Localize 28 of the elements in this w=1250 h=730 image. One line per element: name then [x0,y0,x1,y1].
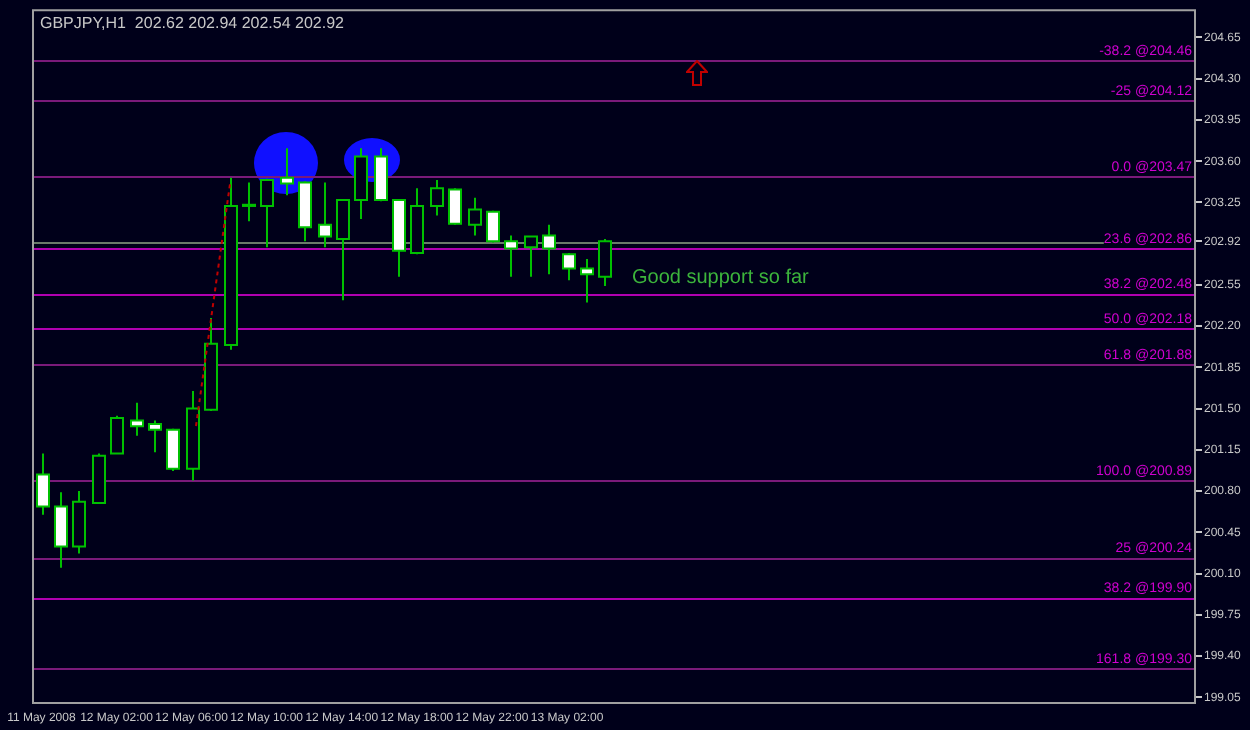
candlestick [92,452,106,506]
annotation: Good support so far [632,266,811,289]
candlestick [562,252,576,282]
candlestick [242,181,256,223]
candlestick [260,177,274,249]
candlestick [54,491,68,569]
candlestick [598,237,612,288]
chart-title: GBPJPY,H1 202.62 202.94 202.54 202.92 [40,13,346,32]
candlestick [374,147,388,203]
candlestick [524,235,538,278]
candlestick [410,187,424,256]
candlestick [280,147,294,197]
candlestick [72,490,86,555]
candlestick [580,257,594,304]
candlestick [468,196,482,237]
candlestick [354,147,368,220]
candlestick [298,180,312,243]
candlestick [36,452,50,516]
candlestick [130,401,144,437]
candlestick [148,419,162,454]
candlestick [542,223,556,276]
candlestick [448,187,462,226]
candlestick [318,181,332,249]
candlestick [336,197,350,302]
candlestick [166,427,180,473]
candlestick [110,414,124,455]
candlestick [504,234,518,278]
candlestick [430,179,444,217]
